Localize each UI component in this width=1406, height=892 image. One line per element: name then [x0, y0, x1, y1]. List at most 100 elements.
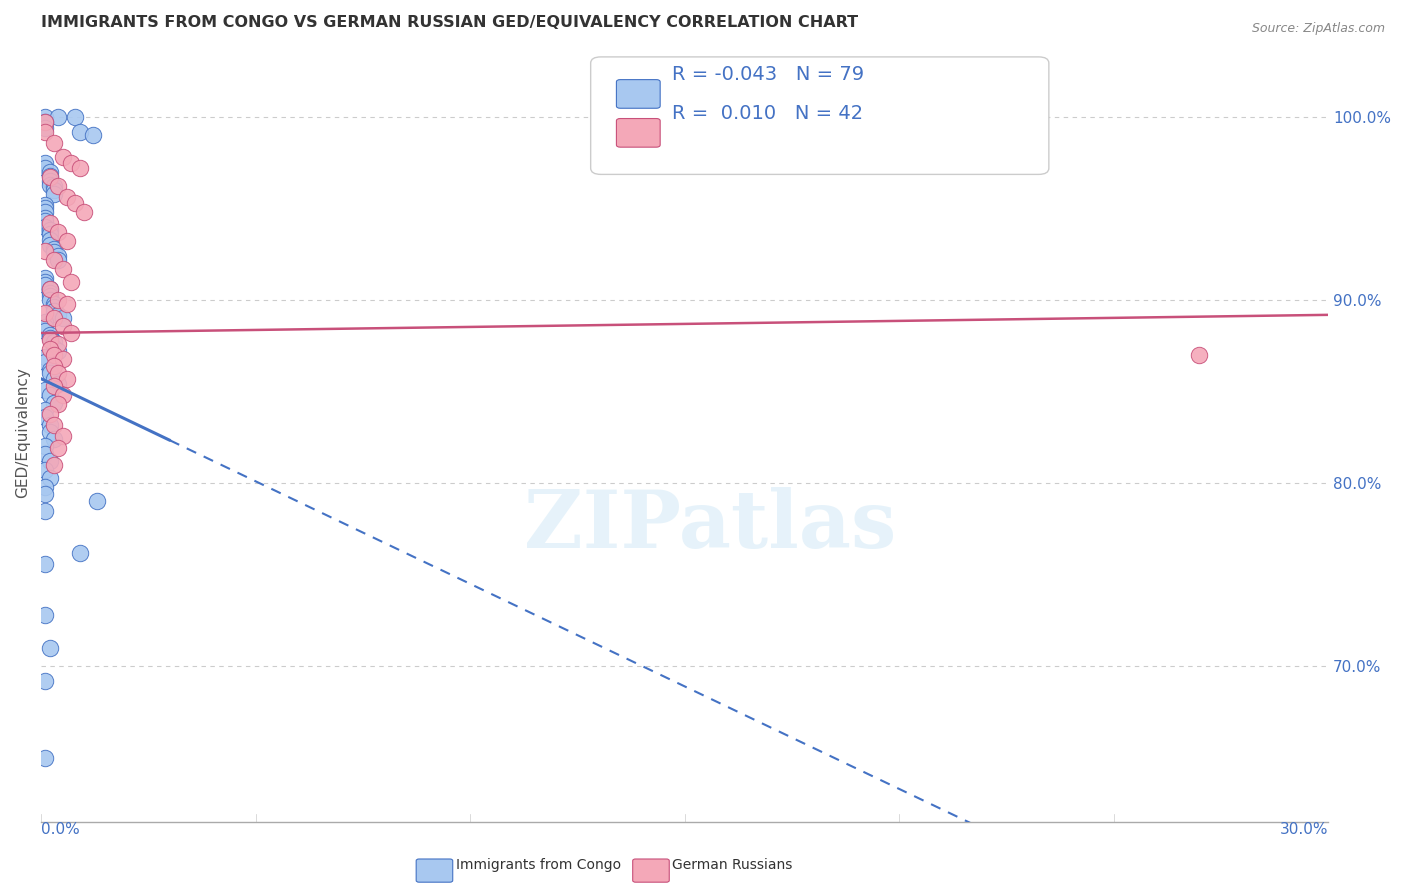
Point — [34, 487, 56, 501]
Point — [34, 211, 56, 225]
Point — [34, 350, 56, 364]
FancyBboxPatch shape — [616, 119, 661, 147]
Point — [34, 324, 56, 338]
Point — [34, 278, 56, 293]
Point — [34, 480, 56, 494]
Point — [73, 205, 96, 219]
Point — [42, 311, 65, 326]
Point — [42, 179, 65, 194]
Point — [60, 155, 83, 169]
Point — [46, 110, 69, 124]
Point — [42, 136, 65, 150]
Point — [38, 216, 60, 230]
Text: German Russians: German Russians — [672, 858, 793, 872]
Point — [51, 318, 73, 333]
Point — [34, 673, 56, 688]
Point — [34, 447, 56, 461]
Point — [60, 326, 83, 340]
Point — [46, 252, 69, 267]
Point — [56, 235, 79, 249]
Point — [34, 115, 56, 129]
Point — [46, 442, 69, 456]
Point — [42, 296, 65, 310]
Text: ZIPatlas: ZIPatlas — [524, 487, 897, 566]
Point — [38, 366, 60, 380]
Point — [51, 150, 73, 164]
Point — [34, 202, 56, 216]
Point — [65, 196, 87, 211]
Point — [46, 179, 69, 194]
Point — [42, 458, 65, 472]
Point — [56, 190, 79, 204]
Point — [38, 170, 60, 185]
Point — [60, 275, 83, 289]
Point — [42, 395, 65, 409]
Point — [56, 372, 79, 386]
Point — [34, 320, 56, 334]
Point — [34, 275, 56, 289]
Point — [38, 425, 60, 439]
Point — [38, 285, 60, 300]
Point — [38, 165, 60, 179]
Point — [51, 311, 73, 326]
Point — [38, 407, 60, 421]
Point — [42, 379, 65, 393]
Point — [34, 214, 56, 228]
Point — [34, 440, 56, 454]
Point — [34, 463, 56, 477]
Point — [42, 335, 65, 350]
Point — [34, 410, 56, 425]
Point — [42, 348, 65, 362]
Point — [38, 174, 60, 188]
Point — [1188, 348, 1211, 362]
Point — [46, 366, 69, 380]
Point — [46, 397, 69, 411]
Point — [46, 377, 69, 392]
Point — [34, 607, 56, 622]
Text: 0.0%: 0.0% — [41, 822, 80, 837]
Point — [38, 333, 60, 347]
Point — [38, 289, 60, 303]
Point — [86, 494, 108, 508]
Point — [82, 128, 104, 143]
Point — [34, 557, 56, 571]
Point — [34, 120, 56, 135]
Point — [56, 296, 79, 310]
Point — [42, 252, 65, 267]
Point — [69, 124, 91, 138]
Point — [42, 183, 65, 197]
Point — [34, 110, 56, 124]
Point — [38, 640, 60, 655]
Point — [34, 124, 56, 138]
Point — [38, 178, 60, 192]
Point — [65, 110, 87, 124]
Y-axis label: GED/Equivalency: GED/Equivalency — [15, 368, 30, 499]
Text: IMMIGRANTS FROM CONGO VS GERMAN RUSSIAN GED/EQUIVALENCY CORRELATION CHART: IMMIGRANTS FROM CONGO VS GERMAN RUSSIAN … — [41, 15, 858, 30]
Point — [42, 304, 65, 318]
Point — [51, 261, 73, 276]
Point — [38, 233, 60, 247]
Point — [46, 308, 69, 322]
Point — [38, 327, 60, 342]
Point — [42, 186, 65, 201]
Point — [38, 362, 60, 376]
Point — [38, 282, 60, 296]
Point — [34, 271, 56, 285]
Point — [42, 242, 65, 256]
Point — [34, 198, 56, 212]
Point — [38, 293, 60, 307]
Text: Immigrants from Congo: Immigrants from Congo — [456, 858, 620, 872]
Point — [38, 343, 60, 357]
Point — [34, 503, 56, 517]
FancyBboxPatch shape — [591, 57, 1049, 175]
Point — [34, 205, 56, 219]
Point — [46, 225, 69, 239]
Point — [46, 344, 69, 359]
Point — [34, 383, 56, 397]
Point — [34, 219, 56, 234]
Text: R = -0.043   N = 79: R = -0.043 N = 79 — [672, 65, 863, 84]
Text: R =  0.010   N = 42: R = 0.010 N = 42 — [672, 104, 863, 123]
Point — [38, 417, 60, 432]
Point — [46, 293, 69, 307]
Point — [34, 355, 56, 369]
